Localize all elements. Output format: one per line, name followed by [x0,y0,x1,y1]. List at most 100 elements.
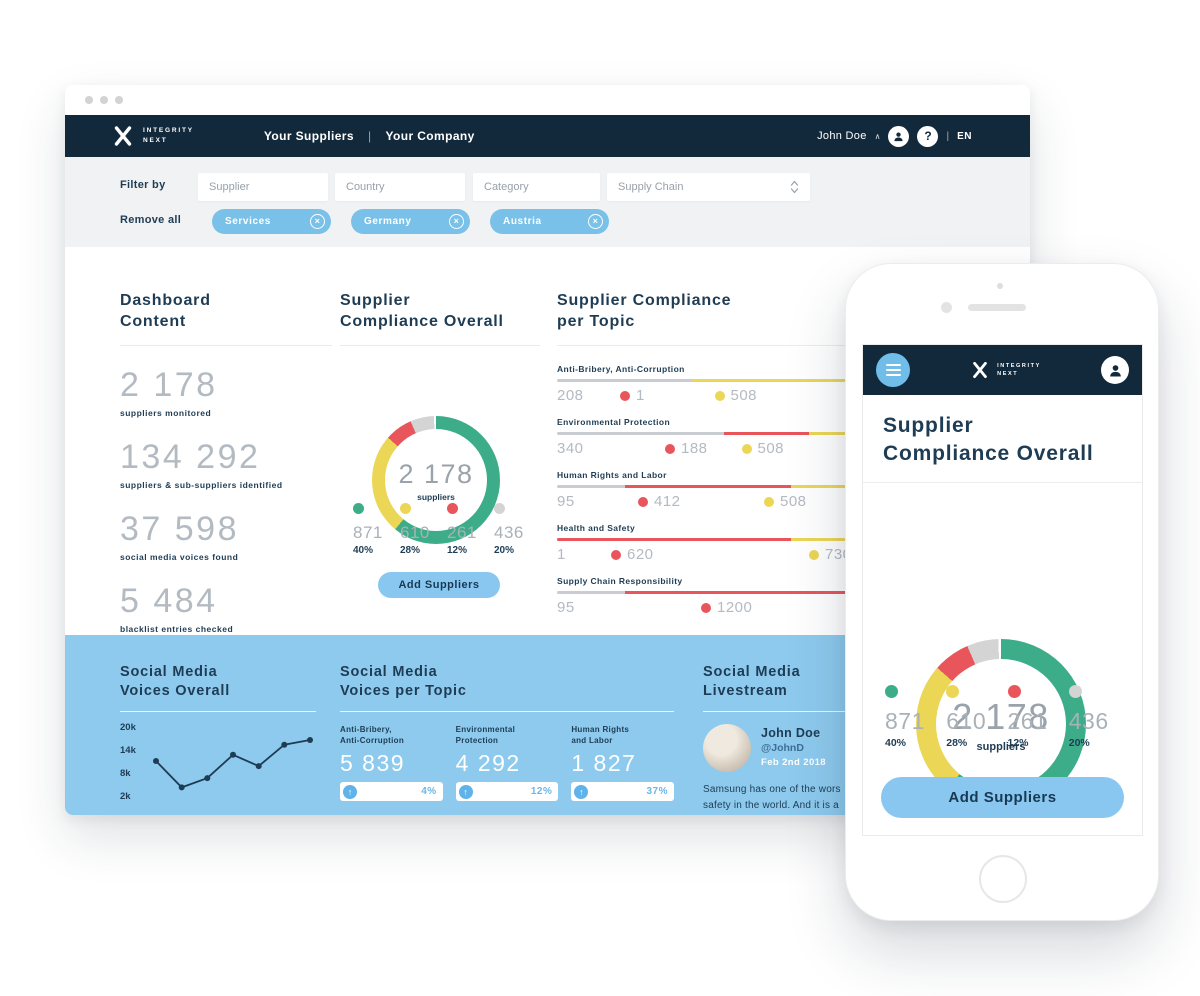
topic-label: Supply Chain Responsibility [557,576,683,586]
red-dot-icon [1007,685,1021,698]
red-dot-icon [638,496,648,507]
topic-values: 208 1 508 [557,387,1007,404]
profile-button[interactable] [1101,356,1129,384]
stat-sub-suppliers: 134 292 suppliers & sub-suppliers identi… [120,437,332,490]
profile-button[interactable] [888,125,910,147]
topic-value-yellow: 508 [764,493,807,510]
donut-legend: 871 40% 610 28% 261 12% 436 20% [353,503,543,556]
social-item-anti-bribery: Anti-Bribery, Anti-Corruption 5 839 ↑ 4% [340,725,443,801]
social-item-label: Anti-Bribery, Anti-Corruption [340,725,405,745]
legend-item-green: 871 40% [885,685,946,749]
language-switch[interactable]: EN [957,130,972,142]
divider [340,345,540,346]
legend-value: 871 [885,708,925,734]
yellow-dot-icon [714,390,725,401]
add-suppliers-button[interactable]: Add Suppliers [881,777,1124,818]
topic-bar-chart [557,591,1007,594]
social-topic-items: Anti-Bribery, Anti-Corruption 5 839 ↑ 4%… [340,725,675,801]
window-controls [85,96,123,104]
social-item-value: 5 839 [340,750,406,776]
phone-mockup: INTEGRITY NEXT Supplier Compliance Overa… [845,263,1159,921]
legend-value: 436 [1068,708,1109,734]
country-filter-input[interactable]: Country [335,173,465,201]
stat-label: suppliers & sub-suppliers identified [120,480,283,490]
chip-label: Germany [364,216,412,227]
social-item-value: 4 292 [455,750,521,776]
menu-button[interactable] [876,353,910,387]
red-dot-icon [665,443,675,454]
y-tick: 8k [120,768,131,779]
chevron-up-icon[interactable]: ∧ [874,131,881,141]
user-menu[interactable]: John Doe [817,130,867,142]
divider [120,711,316,712]
social-voices-topics-panel: Social Media Voices per Topic Anti-Bribe… [340,663,675,801]
donut-center-value: 2 178 [952,695,1050,737]
author-handle[interactable]: @JohnD [761,742,804,754]
panel-title: Supplier Compliance per Topic [557,292,732,330]
category-filter-input[interactable]: Category [473,173,600,201]
topic-value-gray: 340 [557,440,584,457]
gray-dot-icon [494,503,505,514]
red-dot-icon [701,602,711,613]
close-icon[interactable]: × [449,214,464,229]
hamburger-icon [885,364,901,366]
topic-value-red: 188 [665,440,708,457]
yellow-dot-icon [400,503,411,514]
legend-value: 261 [447,523,477,542]
social-item-badge: ↑ 4% [340,782,443,801]
supply-chain-select[interactable]: Supply Chain [607,173,810,201]
dashboard-content-panel: Dashboard Content 2 178 suppliers monito… [120,290,332,634]
social-livestream-panel: Social Media Livestream John Doe @JohnD … [703,663,1003,814]
window-control-dot [85,96,93,104]
red-dot-icon [611,549,621,560]
legend-value: 871 [353,523,383,542]
line-chart-wrap: 20k 14k 8k 2k [120,722,316,802]
remove-all-button[interactable]: Remove all [120,214,182,226]
filter-chip-austria[interactable]: Austria × [490,209,609,234]
compliance-overall-panel: Supplier Compliance Overall 2 178 suppli… [340,290,540,598]
help-button[interactable]: ? [917,125,939,147]
livestream-author: John Doe @JohnD Feb 2nd 2018 [761,724,826,772]
topic-label: Health and Safety [557,523,636,533]
question-icon: ? [924,129,932,143]
legend-pct: 40% [353,545,374,556]
stat-blacklist-entries: 5 484 blacklist entries checked [120,581,332,634]
window-control-dot [100,96,108,104]
donut-center-label: suppliers [976,740,1026,753]
nav-link-your-suppliers[interactable]: Your Suppliers [263,129,354,143]
close-icon[interactable]: × [588,214,603,229]
topic-value-gray: 95 [557,599,575,616]
close-icon[interactable]: × [310,214,325,229]
yellow-dot-icon [764,496,774,507]
chip-label: Austria [503,216,542,227]
legend-item-gray: 436 20% [494,503,541,556]
filter-chip-germany[interactable]: Germany × [351,209,470,234]
green-dot-icon [353,503,364,514]
stat-label: blacklist entries checked [120,624,234,634]
filter-by-label: Filter by [120,179,166,191]
page-title: Supplier Compliance Overall [883,414,1094,465]
add-suppliers-button[interactable]: Add Suppliers [378,572,500,598]
supplier-filter-input[interactable]: Supplier [198,173,328,201]
legend-pct: 20% [494,545,515,556]
topic-row-supply-chain: Supply Chain Responsibility 95 1200 [557,576,1007,616]
filter-chip-services[interactable]: Services × [212,209,331,234]
brand-logo[interactable]: INTEGRITY NEXT [111,124,194,148]
stat-social-voices: 37 598 social media voices found [120,509,332,562]
post-date: Feb 2nd 2018 [761,757,826,768]
trend-up-icon: ↑ [343,784,357,799]
topic-label: Anti-Bribery, Anti-Corruption [557,364,685,374]
legend-pct: 40% [885,737,907,749]
brand-text: INTEGRITY NEXT [997,362,1041,377]
phone-speaker [968,304,1026,311]
person-icon [894,131,904,141]
donut-center-value: 2 178 [398,458,474,489]
social-item-pct: 12% [530,786,553,797]
divider [703,711,855,712]
phone-home-button[interactable] [979,855,1027,903]
compliance-donut-chart: 2 178 suppliers [372,416,500,544]
nav-link-your-company[interactable]: Your Company [385,129,475,143]
stat-value: 5 484 [120,582,218,620]
yellow-dot-icon [809,549,819,560]
